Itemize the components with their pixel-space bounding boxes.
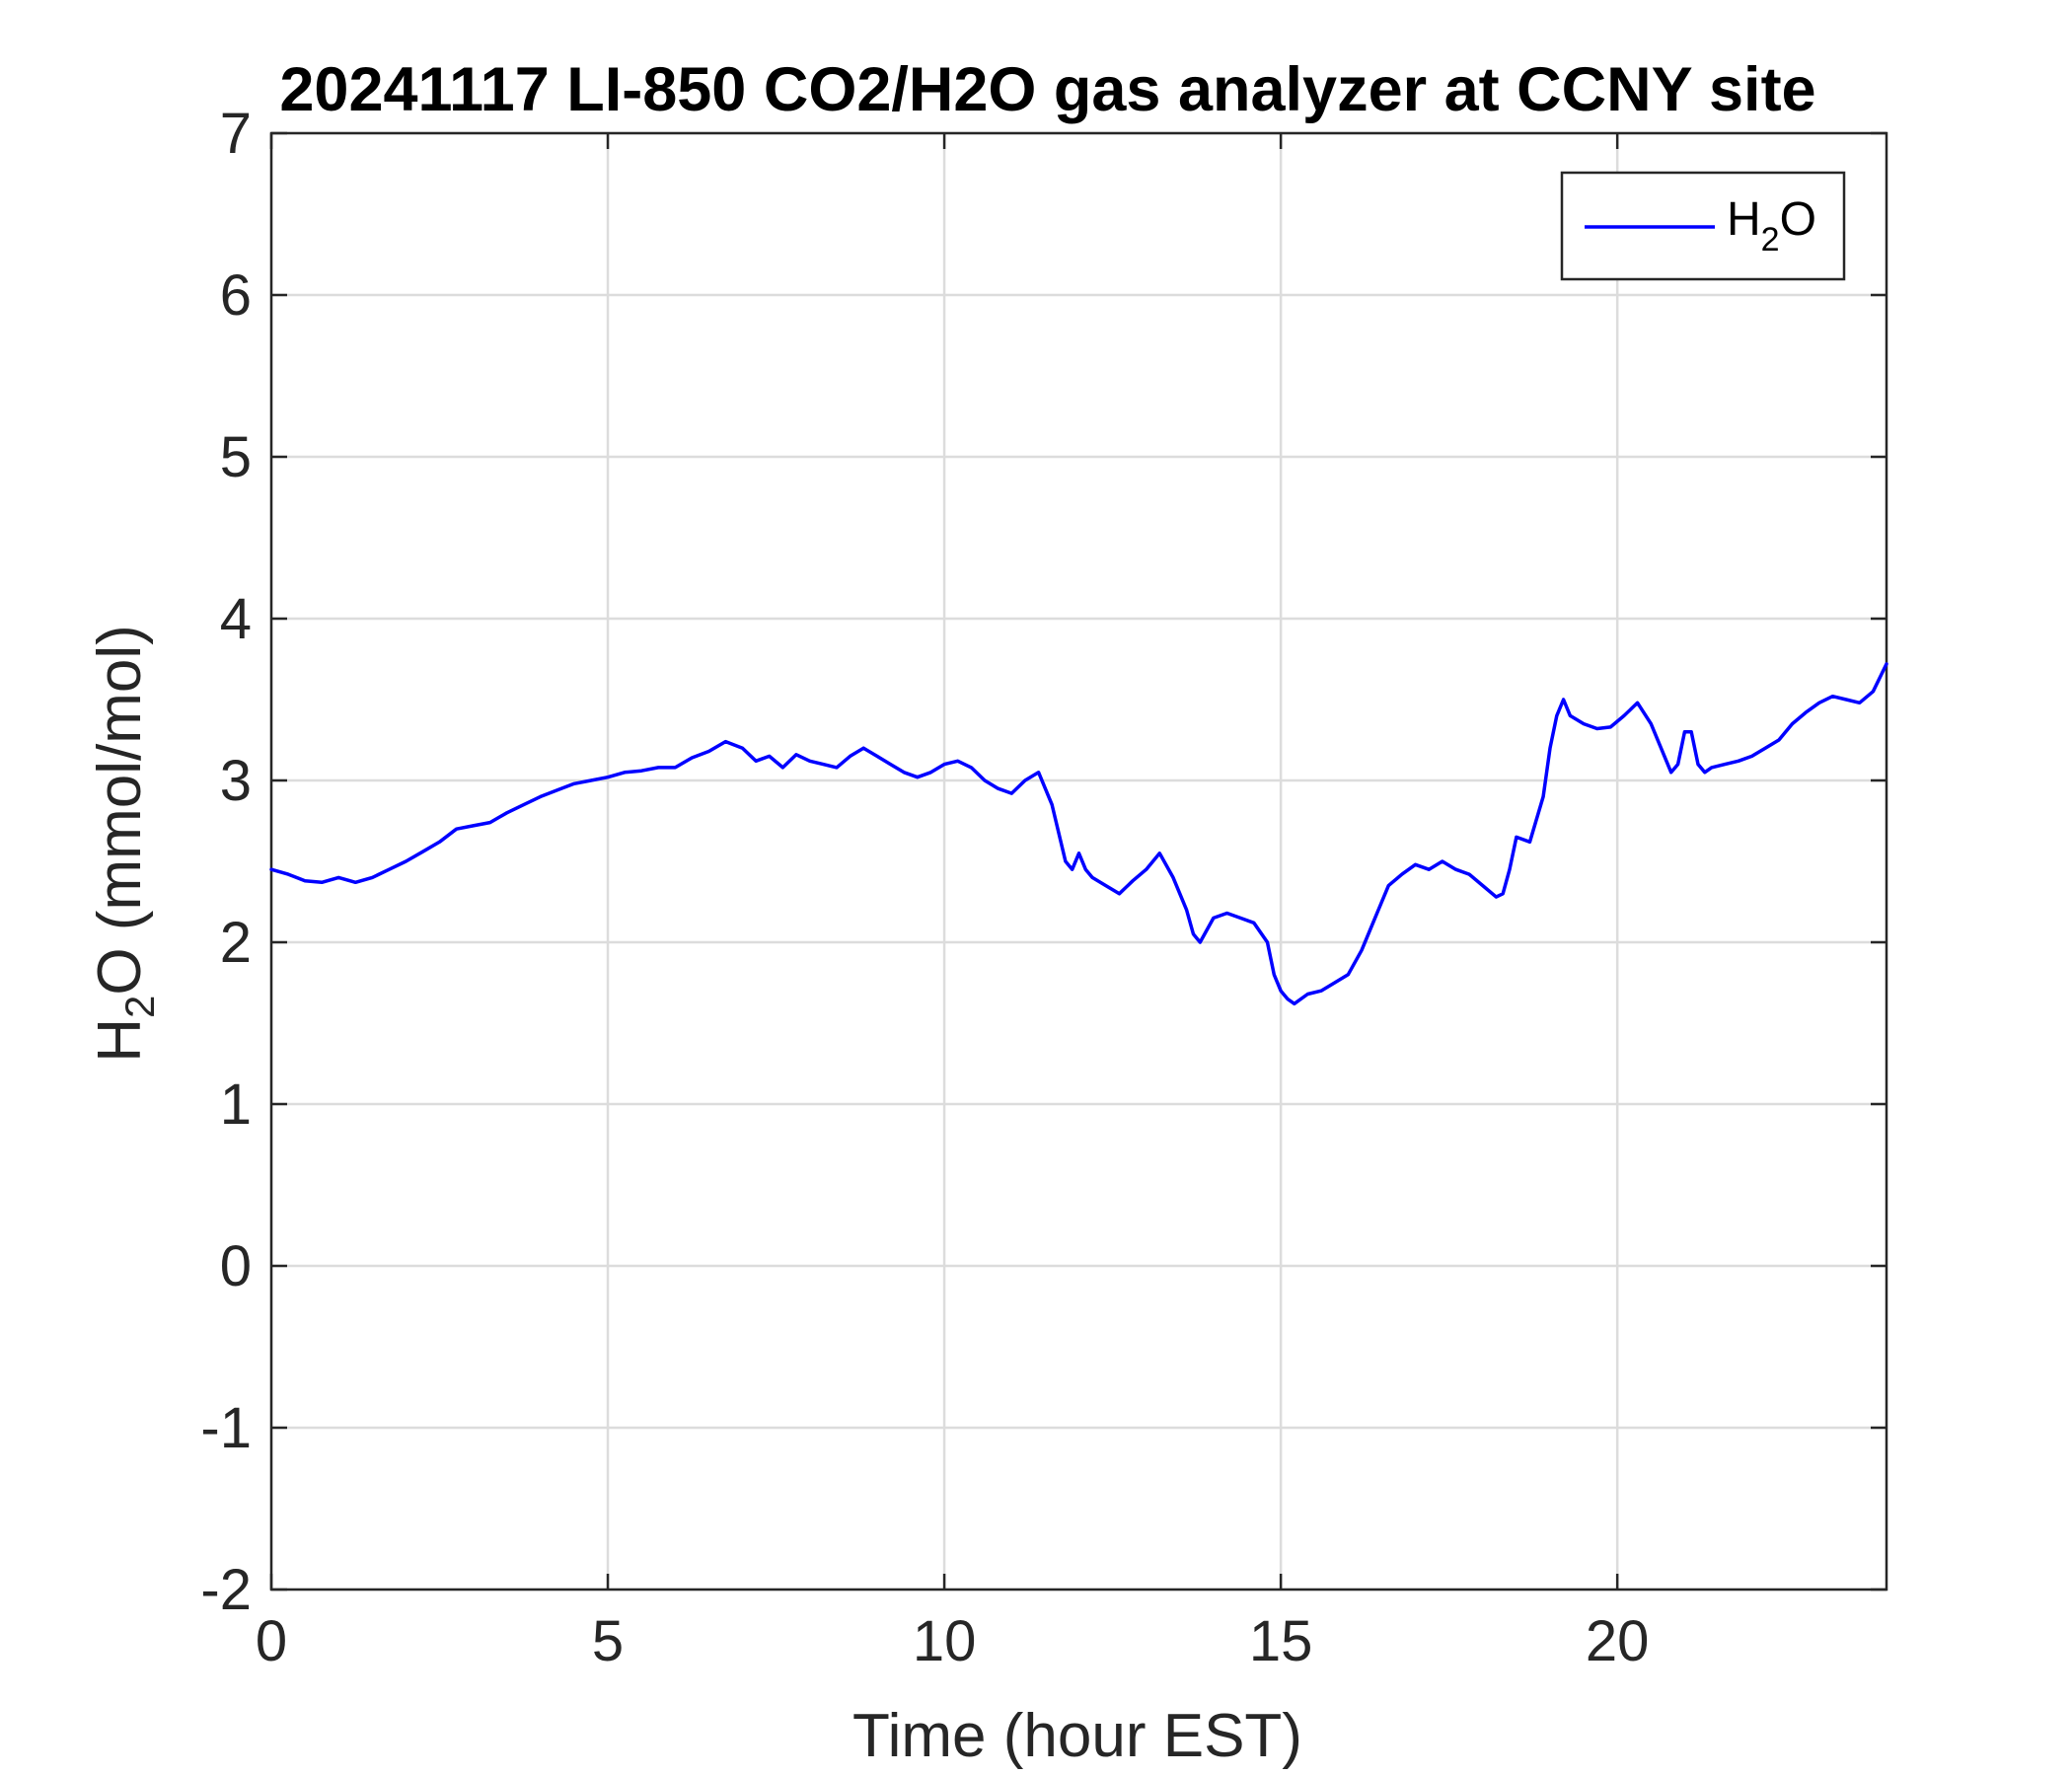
x-tick-label: 5	[592, 1609, 624, 1673]
y-tick-label: 2	[220, 911, 252, 975]
y-tick-label: 5	[220, 425, 252, 489]
y-axis-label-main: H	[86, 1018, 154, 1063]
y-tick-label: -1	[200, 1396, 252, 1460]
legend-label-h2o: H2O	[1727, 193, 1816, 259]
legend-label-main: H	[1727, 193, 1761, 246]
chart-title: 20241117 LI-850 CO2/H2O gas analyzer at …	[279, 55, 1815, 124]
plot-area-frame	[269, 131, 1888, 1591]
series-layer	[269, 662, 1888, 1006]
y-axis-label-subscript: 2	[116, 996, 163, 1018]
series-line-h2o	[269, 662, 1888, 1006]
y-tick-label: 4	[220, 587, 252, 651]
x-tick-label: 0	[256, 1609, 287, 1673]
legend-label-subscript: 2	[1761, 221, 1780, 259]
x-tick-label: 15	[1249, 1609, 1313, 1673]
legend: H2O	[1560, 171, 1846, 281]
x-tick-label: 20	[1586, 1609, 1650, 1673]
x-tick-label: 10	[913, 1609, 977, 1673]
y-tick-labels: -2 -1 0 1 2 3 4 5 6 7	[200, 102, 252, 1622]
y-tick-label: 1	[220, 1073, 252, 1137]
y-tick-label: 3	[220, 749, 252, 813]
axis-ticks	[269, 131, 1887, 1591]
y-tick-label: 6	[220, 263, 252, 328]
y-tick-label: 7	[220, 102, 252, 166]
y-axis-label-rest: O (mmol/mol)	[86, 625, 154, 995]
y-tick-label: -2	[200, 1558, 252, 1622]
y-tick-label: 0	[220, 1234, 252, 1298]
y-axis-label: H2O (mmol/mol)	[86, 625, 163, 1063]
legend-label-rest: O	[1780, 193, 1816, 246]
x-tick-labels: 0 5 10 15 20	[256, 1609, 1650, 1673]
x-axis-label: Time (hour EST)	[852, 1702, 1302, 1770]
